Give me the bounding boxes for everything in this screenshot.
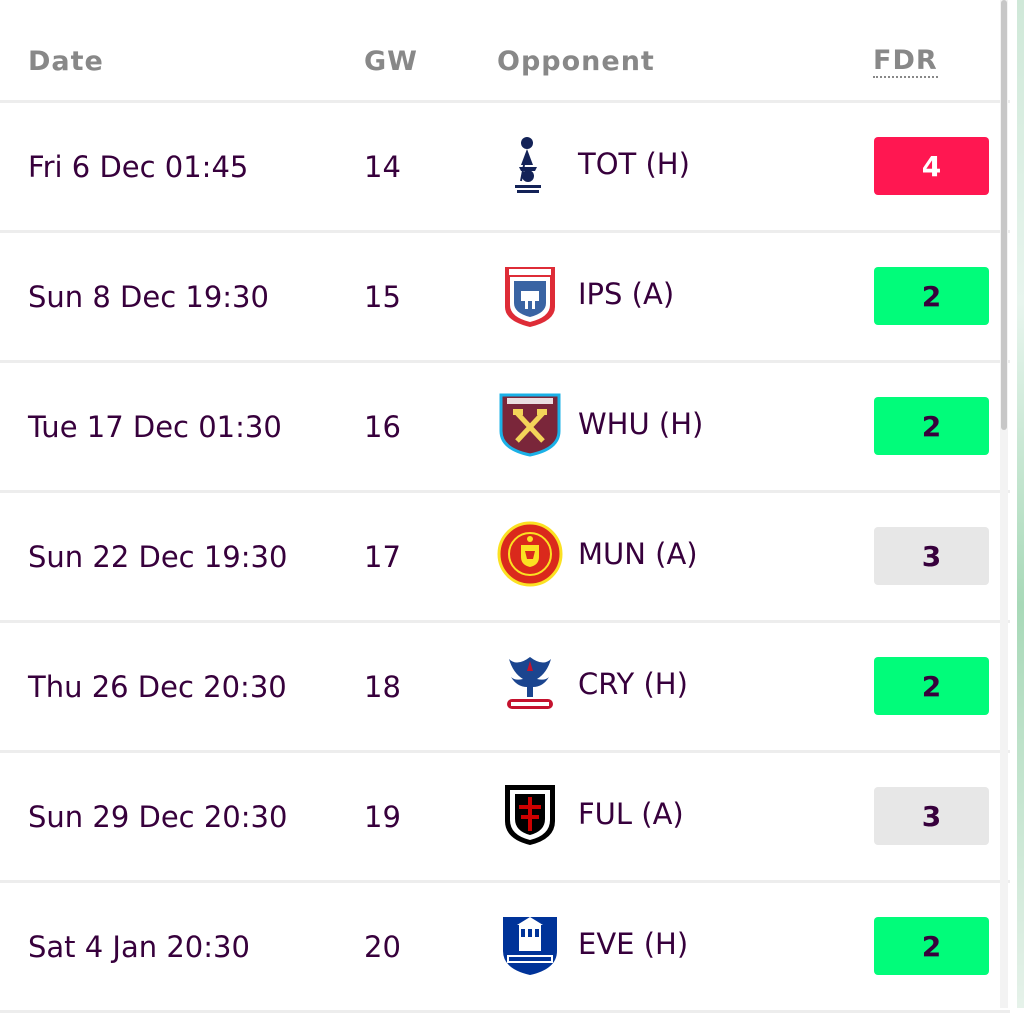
ipswich-crest-icon [497, 263, 563, 329]
scrollbar-thumb[interactable] [1001, 0, 1007, 430]
table-row[interactable]: Sun 8 Dec 19:30 15 IPS (A) 2 [0, 233, 1010, 363]
west-ham-crest-icon [497, 391, 563, 457]
fdr-badge: 3 [874, 527, 989, 585]
header-date: Date [28, 46, 104, 77]
fixture-date: Thu 26 Dec 20:30 [28, 670, 287, 704]
table-row[interactable]: Tue 17 Dec 01:30 16 WHU (H) 2 [0, 363, 1010, 493]
fixture-date: Sun 8 Dec 19:30 [28, 280, 269, 314]
fdr-badge: 2 [874, 657, 989, 715]
fixture-opponent: TOT (H) [578, 147, 690, 181]
header-fdr[interactable]: FDR [873, 45, 938, 78]
table-row[interactable]: Sun 22 Dec 19:30 17 MUN (A) 3 [0, 493, 1010, 623]
page-edge-decoration [1017, 0, 1024, 1008]
everton-crest-icon [497, 911, 563, 977]
fixture-opponent: IPS (A) [578, 277, 675, 311]
fixture-date: Sun 29 Dec 20:30 [28, 800, 288, 834]
table-row[interactable]: Thu 26 Dec 20:30 18 CRY (H) 2 [0, 623, 1010, 753]
scrollbar-track[interactable] [1000, 0, 1008, 1008]
fdr-badge: 2 [874, 397, 989, 455]
fdr-badge: 3 [874, 787, 989, 845]
table-row[interactable]: Fri 6 Dec 01:45 14 TOT (H) 4 [0, 103, 1010, 233]
fixture-gw: 14 [364, 150, 401, 184]
fixture-date: Tue 17 Dec 01:30 [28, 410, 282, 444]
table-row[interactable]: Sun 29 Dec 20:30 19 FUL (A) 3 [0, 753, 1010, 883]
fixture-gw: 20 [364, 930, 401, 964]
fixture-opponent: WHU (H) [578, 407, 704, 441]
fixture-date: Fri 6 Dec 01:45 [28, 150, 249, 184]
crystal-palace-crest-icon [497, 651, 563, 717]
tottenham-crest-icon [497, 131, 563, 197]
fdr-badge: 4 [874, 137, 989, 195]
fixture-gw: 15 [364, 280, 401, 314]
fixture-date: Sun 22 Dec 19:30 [28, 540, 288, 574]
header-gw: GW [364, 46, 418, 77]
fdr-badge: 2 [874, 917, 989, 975]
fixture-opponent: FUL (A) [578, 797, 684, 831]
fixture-opponent: MUN (A) [578, 537, 698, 571]
fixture-gw: 19 [364, 800, 401, 834]
fulham-crest-icon [497, 781, 563, 847]
fdr-badge: 2 [874, 267, 989, 325]
fixture-gw: 16 [364, 410, 401, 444]
fixture-gw: 18 [364, 670, 401, 704]
fixture-opponent: CRY (H) [578, 667, 688, 701]
fixture-opponent: EVE (H) [578, 927, 689, 961]
table-row[interactable]: Sat 4 Jan 20:30 20 EVE (H) 2 [0, 883, 1010, 1013]
man-utd-crest-icon [497, 521, 563, 587]
header-opponent: Opponent [497, 46, 655, 77]
fixture-date: Sat 4 Jan 20:30 [28, 930, 250, 964]
table-header: Date GW Opponent FDR [0, 0, 1010, 103]
fixture-gw: 17 [364, 540, 401, 574]
